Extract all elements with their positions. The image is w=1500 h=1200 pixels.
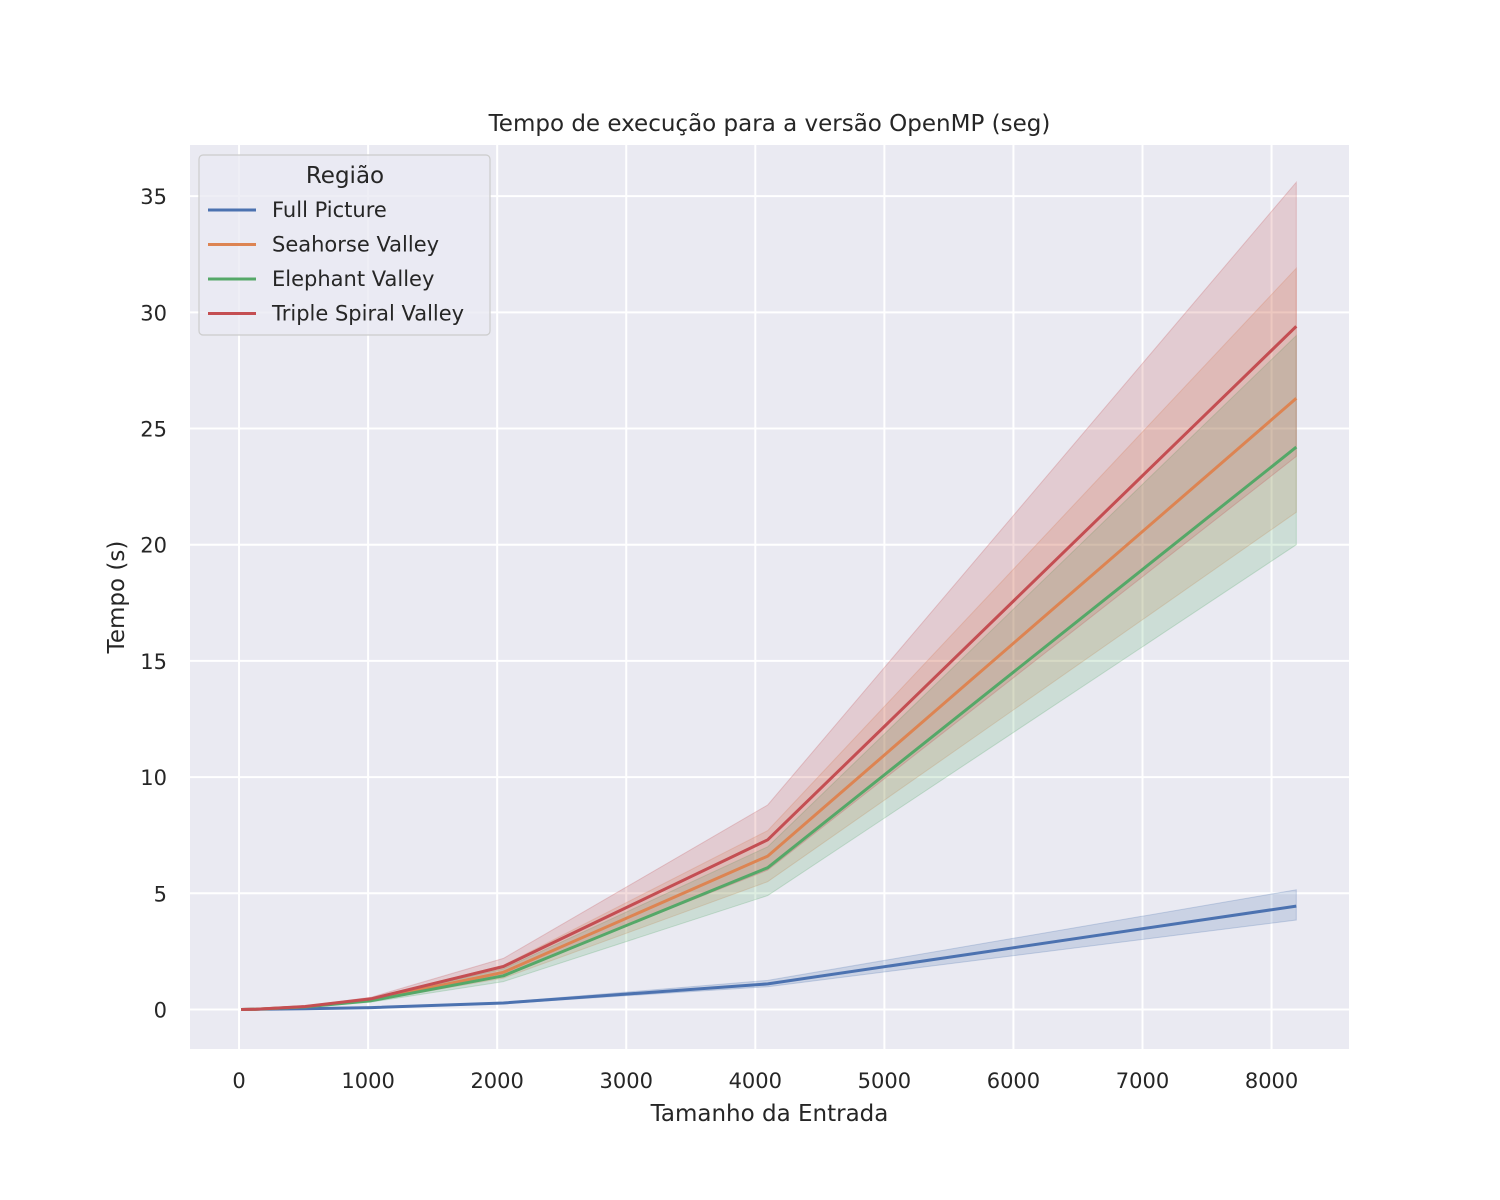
x-tick-label: 1000 xyxy=(341,1069,394,1093)
y-tick-label: 5 xyxy=(154,882,167,906)
x-tick-label: 2000 xyxy=(470,1069,523,1093)
legend: Região Full Picture Seahorse Valley Elepha… xyxy=(198,154,491,336)
legend-label: Seahorse Valley xyxy=(272,233,439,257)
legend-label: Elephant Valley xyxy=(272,267,434,291)
y-tick-label: 35 xyxy=(140,185,167,209)
x-tick-label: 3000 xyxy=(600,1069,653,1093)
y-tick-label: 15 xyxy=(140,650,167,674)
y-tick-label: 10 xyxy=(140,766,167,790)
line-triple-spiral-valley xyxy=(241,325,1298,1011)
legend-label: Triple Spiral Valley xyxy=(271,302,464,326)
x-tick-label: 7000 xyxy=(1116,1069,1169,1093)
y-axis-label: Tempo (s) xyxy=(104,541,130,655)
legend-label: Full Picture xyxy=(272,198,387,222)
legend-title: Região xyxy=(306,163,384,189)
x-axis-label: Tamanho da Entrada xyxy=(650,1101,889,1127)
x-tick-label: 0 xyxy=(232,1069,245,1093)
grid-lines xyxy=(190,145,1349,1049)
chart-title: Tempo de execução para a versão OpenMP (… xyxy=(488,111,1051,137)
legend-items: Full Picture Seahorse Valley Elephant Vall… xyxy=(208,198,464,326)
y-axis-ticks: 0 5 10 15 20 25 30 35 xyxy=(140,185,167,1022)
x-tick-label: 4000 xyxy=(729,1069,782,1093)
x-axis-ticks: 0 1000 2000 3000 4000 5000 6000 7000 8000 xyxy=(232,1069,1298,1093)
x-tick-label: 5000 xyxy=(858,1069,911,1093)
y-tick-label: 30 xyxy=(140,301,167,325)
x-tick-label: 6000 xyxy=(987,1069,1040,1093)
y-tick-label: 0 xyxy=(154,998,167,1022)
legend-box xyxy=(198,154,491,336)
y-tick-label: 20 xyxy=(140,534,167,558)
x-tick-label: 8000 xyxy=(1245,1069,1298,1093)
y-tick-label: 25 xyxy=(140,418,167,442)
series-lines xyxy=(241,325,1298,1011)
